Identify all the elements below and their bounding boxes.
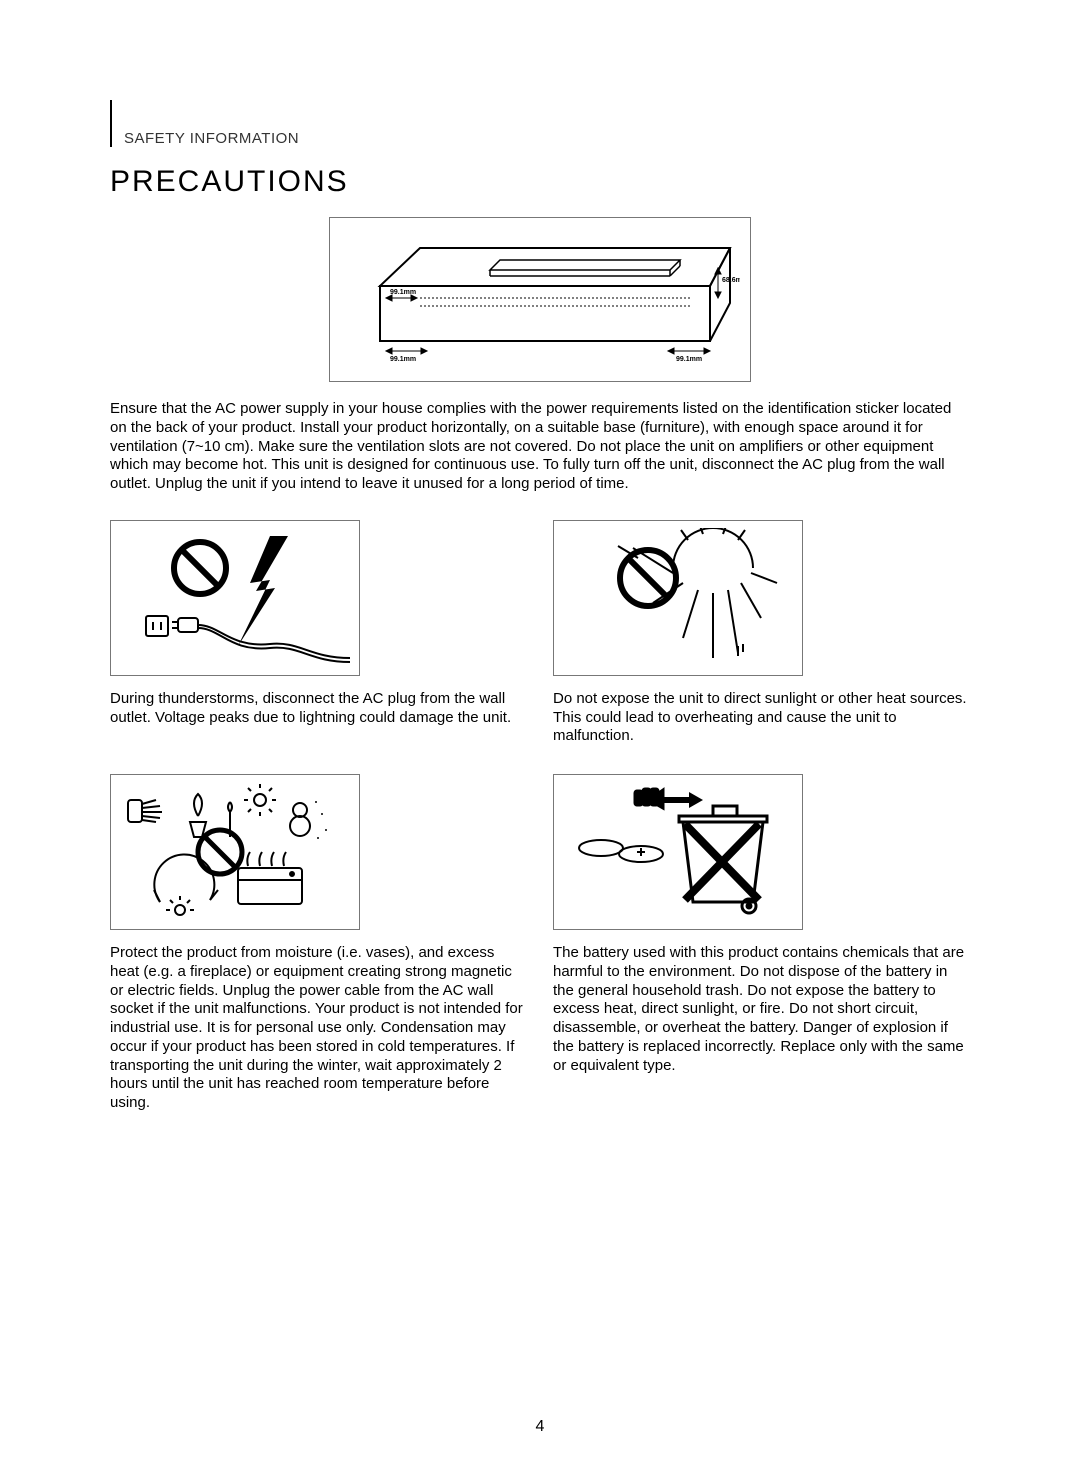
illustration-sunlight: [553, 520, 803, 676]
caption-moisture: Protect the product from moisture (i.e. …: [110, 944, 527, 1113]
page-number: 4: [0, 1418, 1080, 1436]
ventilation-diagram-wrap: 99.1mm 99.1mm 99.1mm 68.6mm: [110, 217, 970, 382]
precaution-cell-thunderstorm: During thunderstorms, disconnect the AC …: [110, 520, 527, 746]
precaution-cell-battery: The battery used with this product conta…: [553, 774, 970, 1113]
dim-bottom-left-label: 99.1mm: [390, 356, 416, 363]
ventilation-diagram: 99.1mm 99.1mm 99.1mm 68.6mm: [329, 217, 751, 382]
illustration-moisture: [110, 774, 360, 930]
caption-battery: The battery used with this product conta…: [553, 944, 970, 1075]
manual-page: SAFETY INFORMATION PRECAUTIONS: [0, 0, 1080, 1476]
section-label: SAFETY INFORMATION: [124, 100, 970, 147]
caption-sunlight: Do not expose the unit to direct sunligh…: [553, 690, 970, 746]
dim-bottom-right-label: 99.1mm: [676, 356, 702, 363]
precaution-grid: During thunderstorms, disconnect the AC …: [110, 520, 970, 1113]
precaution-cell-moisture: Protect the product from moisture (i.e. …: [110, 774, 527, 1113]
header-rule: SAFETY INFORMATION: [110, 100, 970, 147]
illustration-thunderstorm: [110, 520, 360, 676]
illustration-battery: [553, 774, 803, 930]
dim-left-label: 99.1mm: [390, 289, 416, 296]
page-title: PRECAUTIONS: [110, 165, 970, 199]
intro-paragraph: Ensure that the AC power supply in your …: [110, 400, 970, 494]
caption-thunderstorm: During thunderstorms, disconnect the AC …: [110, 690, 527, 728]
dim-right-label: 68.6mm: [722, 277, 740, 284]
precaution-cell-sunlight: Do not expose the unit to direct sunligh…: [553, 520, 970, 746]
